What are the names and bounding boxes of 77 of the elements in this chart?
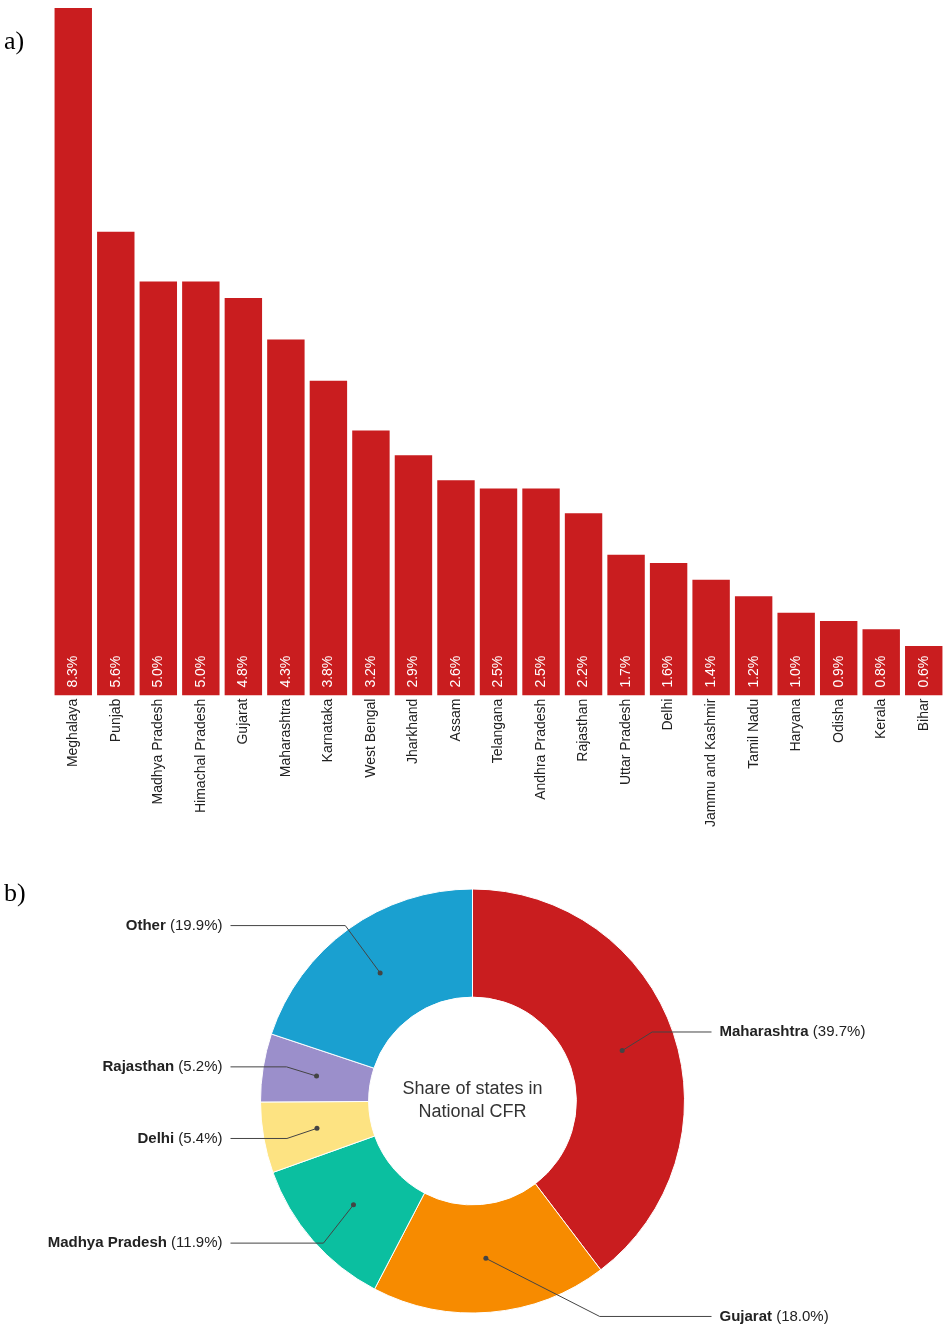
x-tick-label: West Bengal (361, 698, 378, 778)
x-tick-label: Himachal Pradesh (191, 698, 208, 814)
x-tick-label: Kerala (872, 698, 889, 740)
data-label: 5.0% (191, 655, 208, 688)
data-label: (5.2%) (178, 1057, 223, 1075)
text: Share of states in National CFR (402, 1078, 543, 1122)
bar (479, 488, 518, 696)
x-tick-label: Bihar (914, 698, 931, 732)
x-tick-label: Jammu and Kashmir (701, 698, 718, 828)
bar (97, 231, 135, 696)
bar (522, 488, 560, 696)
slice-label: Madhya Pradesh (47, 1233, 172, 1251)
x-tick-label: Jharkhand (404, 698, 421, 765)
data-label: 1.7% (616, 655, 633, 688)
slice-label: Rajasthan (102, 1057, 179, 1075)
data-label: 2.9% (404, 655, 421, 688)
slice-label: Delhi (137, 1128, 179, 1146)
data-label: 2.6% (446, 655, 463, 688)
data-label: 5.6% (106, 655, 123, 688)
text: a) (4, 26, 25, 56)
x-tick-label: Karnataka (319, 698, 336, 763)
x-tick-label: Rajasthan (574, 698, 591, 762)
data-label: 5.0% (149, 655, 166, 688)
bar (734, 596, 773, 696)
x-tick-label: Meghalaya (64, 698, 81, 768)
bar (607, 554, 645, 696)
data-label: 3.8% (319, 655, 336, 688)
bar (819, 621, 858, 696)
x-tick-label: Andhra Pradesh (531, 698, 548, 800)
x-tick-label: Maharashtra (276, 698, 293, 778)
data-label: 2.5% (531, 655, 548, 688)
bar (692, 579, 730, 696)
data-label: 0.6% (914, 655, 931, 688)
x-tick-label: Telangana (489, 698, 506, 764)
bar (862, 629, 900, 696)
bar (267, 339, 305, 696)
x-tick-label: Delhi (659, 698, 676, 731)
data-label: 3.2% (361, 655, 378, 688)
data-label: 2.2% (574, 655, 591, 688)
x-tick-label: Uttar Pradesh (616, 698, 633, 785)
bar (309, 380, 348, 696)
bar (182, 281, 220, 696)
x-tick-label: Tamil Nadu (744, 698, 761, 769)
x-tick-label: Gujarat (234, 698, 251, 745)
bar (777, 612, 815, 696)
data-label: 1.4% (701, 655, 718, 688)
x-tick-label: Assam (446, 698, 463, 742)
data-label: 8.3% (64, 655, 81, 688)
data-label: 0.8% (872, 655, 889, 688)
data-label: 4.3% (276, 655, 293, 688)
slice-label: Other (125, 915, 170, 933)
data-label: (18.0%) (772, 1306, 829, 1324)
bar (394, 455, 433, 696)
bar (564, 513, 603, 696)
x-tick-label: Haryana (787, 698, 804, 752)
data-label: 1.6% (659, 655, 676, 688)
x-tick-label: Odisha (829, 698, 846, 743)
x-tick-label: Punjab (106, 698, 123, 743)
data-label: 2.5% (489, 655, 506, 688)
slice-label: Maharashtra (719, 1022, 810, 1040)
bar (649, 563, 688, 696)
data-label: 1.2% (744, 655, 761, 688)
bar (54, 8, 92, 696)
data-label: (39.7%) (808, 1022, 866, 1040)
data-label: (19.9%) (169, 915, 223, 933)
data-label: 0.9% (829, 655, 846, 688)
data-label: 1.0% (787, 655, 804, 688)
text: b) (4, 878, 26, 908)
bar (437, 480, 475, 696)
data-label: (5.4%) (178, 1128, 223, 1146)
x-tick-label: Madhya Pradesh (149, 698, 166, 805)
bar (139, 281, 178, 696)
slice-label: Gujarat (719, 1306, 773, 1324)
bar (224, 297, 263, 696)
data-label: 4.8% (234, 655, 251, 688)
data-label: (11.9%) (171, 1233, 223, 1251)
bar (352, 430, 390, 696)
